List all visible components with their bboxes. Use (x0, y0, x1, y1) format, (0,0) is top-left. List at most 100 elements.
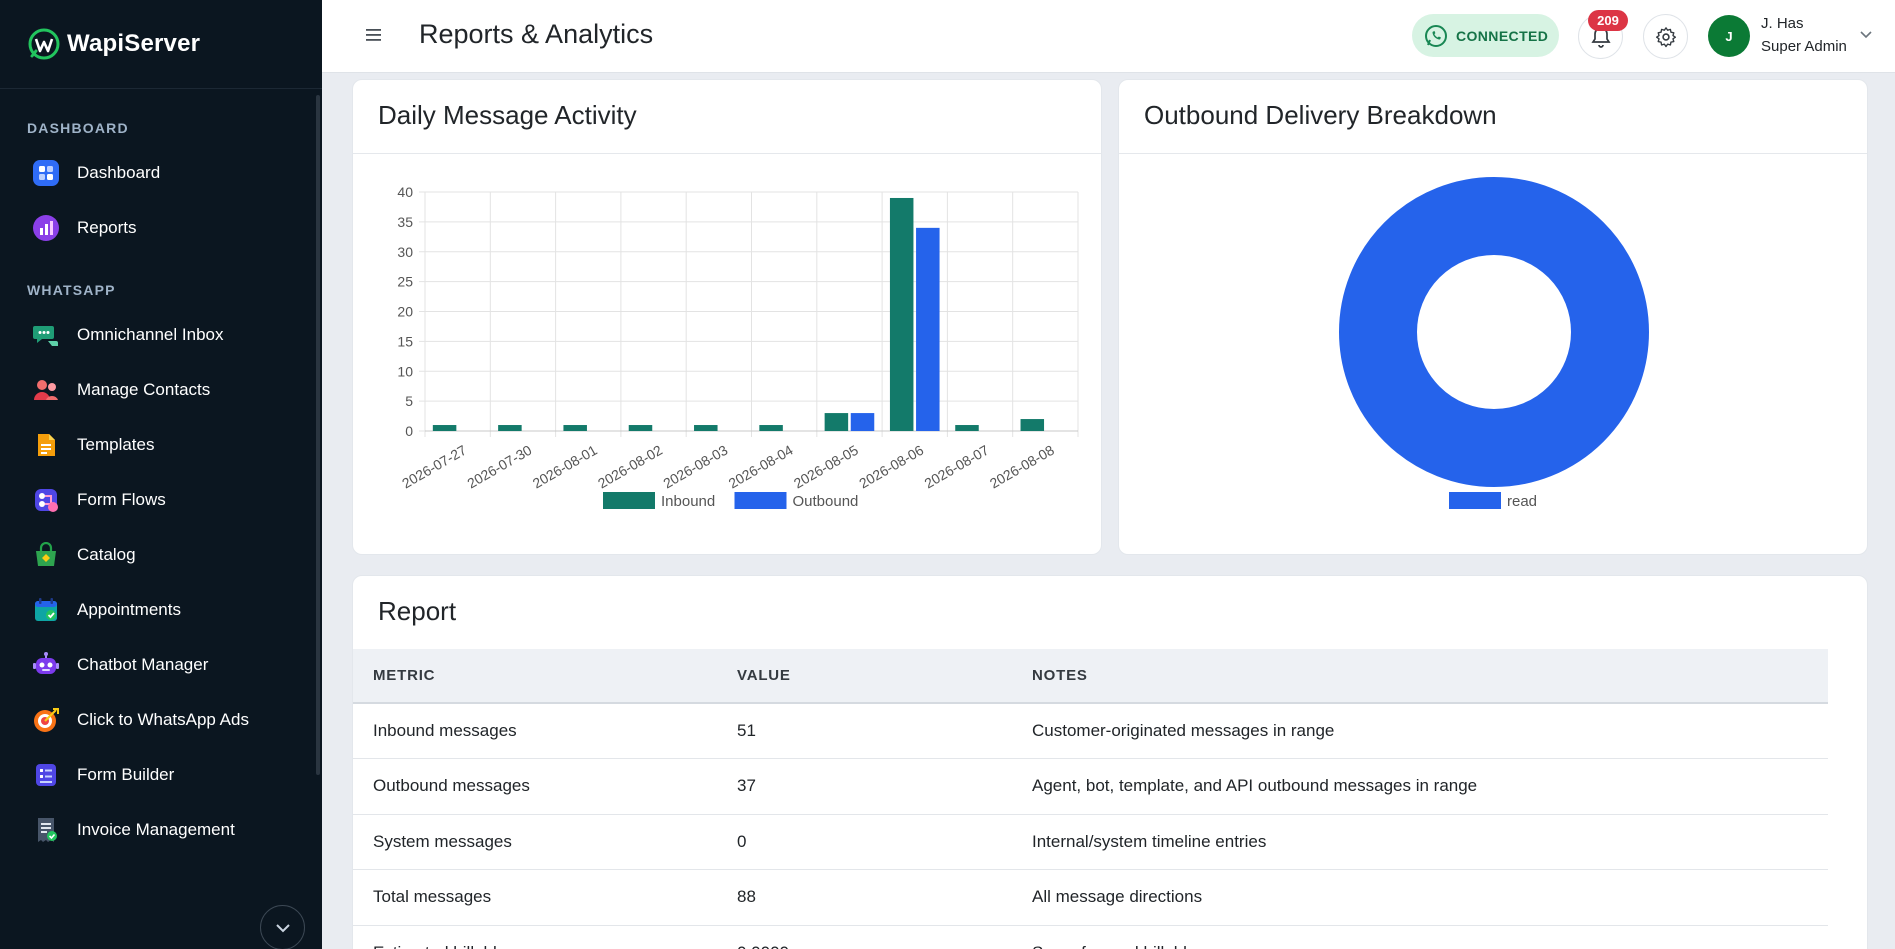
user-role: Super Admin (1761, 38, 1847, 55)
whatsapp-icon (1425, 24, 1447, 47)
value-cell: 88 (737, 869, 1032, 926)
sidebar-item-form-flows[interactable]: Form Flows (18, 477, 308, 523)
x-tick-label: 2026-08-06 (856, 442, 926, 492)
legend-label: Inbound (661, 493, 715, 510)
reports-chart-icon (32, 214, 60, 242)
form-builder-icon (32, 761, 60, 789)
y-tick-label: 5 (405, 393, 413, 409)
sidebar-item-manage-contacts[interactable]: Manage Contacts (18, 367, 308, 413)
report-title: Report (378, 596, 457, 626)
sidebar-item-invoice-management[interactable]: Invoice Management (18, 807, 308, 853)
chevron-down-icon[interactable] (1859, 30, 1873, 40)
metric-cell: Outbound messages (353, 758, 737, 815)
legend-swatch (734, 492, 787, 509)
bar-inbound (955, 425, 979, 431)
x-tick-label: 2026-08-01 (530, 442, 600, 492)
inbox-chat-icon (32, 321, 60, 349)
bar-inbound (694, 425, 718, 431)
y-tick-label: 0 (405, 423, 413, 439)
sidebar-item-templates[interactable]: Templates (18, 422, 308, 468)
sidebar: WapiServer DASHBOARD Dashboard Reports W… (0, 0, 322, 949)
sidebar-item-label: Reports (77, 218, 137, 237)
value-cell: 0 (737, 814, 1032, 870)
x-tick-label: 2026-07-27 (399, 442, 469, 492)
user-name[interactable]: J. Has (1761, 15, 1804, 32)
legend-label: Outbound (793, 493, 859, 510)
sidebar-item-reports[interactable]: Reports (18, 205, 308, 251)
y-tick-label: 25 (397, 274, 413, 290)
sidebar-item-click-to-whatsapp-ads[interactable]: Click to WhatsApp Ads (18, 697, 308, 743)
table-row: Outbound messages 37 Agent, bot, templat… (353, 758, 1828, 815)
table-row: Estimated billable 0.0000 Sum of record … (353, 925, 1828, 949)
bar-inbound (889, 197, 914, 431)
y-tick-label: 30 (397, 244, 413, 260)
connection-status-badge[interactable]: CONNECTED (1412, 14, 1559, 57)
sidebar-item-label: Invoice Management (77, 820, 235, 839)
target-ads-icon (32, 706, 60, 734)
x-tick-label: 2026-08-03 (660, 442, 730, 492)
bar-inbound (1020, 419, 1045, 431)
x-tick-label: 2026-08-05 (791, 442, 861, 492)
daily-activity-bar-chart: 05101520253035402026-07-272026-07-302026… (397, 184, 1079, 510)
value-cell: 37 (737, 758, 1032, 815)
bar-outbound (916, 227, 940, 431)
legend-label: read (1507, 493, 1537, 510)
report-card: Report METRIC VALUE NOTES Inbound messag… (352, 575, 1868, 949)
metric-cell: Total messages (353, 869, 737, 926)
daily-activity-card: Daily Message Activity 0 5 10 15 20 25 30 35 40 2… (352, 79, 1102, 555)
sidebar-item-label: Chatbot Manager (77, 655, 209, 674)
metric-cell: System messages (353, 814, 737, 870)
catalog-bag-icon (32, 541, 60, 569)
legend-swatch (603, 492, 655, 509)
sidebar-item-label: Omnichannel Inbox (77, 325, 224, 344)
metric-cell: Inbound messages (353, 703, 737, 759)
notes-cell: Agent, bot, template, and API outbound m… (1032, 758, 1828, 815)
bar-inbound (628, 425, 653, 431)
x-tick-label: 2026-07-30 (464, 442, 534, 492)
column-header: VALUE (737, 649, 1032, 704)
wapiserver-logo-icon (28, 28, 60, 60)
bar-outbound (850, 413, 875, 431)
column-header: METRIC (353, 649, 737, 704)
sidebar-item-label: Appointments (77, 600, 181, 619)
sidebar-item-form-builder[interactable]: Form Builder (18, 752, 308, 798)
menu-toggle-icon[interactable] (365, 26, 383, 44)
bar-inbound (824, 413, 849, 431)
bar-inbound (563, 425, 587, 431)
table-row: Total messages 88 All message directions (353, 869, 1828, 926)
sidebar-item-chatbot-manager[interactable]: Chatbot Manager (18, 642, 308, 688)
daily-activity-title: Daily Message Activity (378, 100, 637, 130)
sidebar-scroll-down-button[interactable] (260, 905, 305, 949)
column-header: NOTES (1032, 649, 1828, 704)
sidebar-item-catalog[interactable]: Catalog (18, 532, 308, 578)
brand[interactable]: WapiServer (0, 0, 322, 89)
legend-swatch (1449, 492, 1501, 509)
table-row: System messages 0 Internal/system timeli… (353, 814, 1828, 870)
sidebar-item-label: Click to WhatsApp Ads (77, 710, 249, 729)
notes-cell: Customer-originated messages in range (1032, 703, 1828, 759)
sidebar-item-appointments[interactable]: Appointments (18, 587, 308, 633)
sidebar-item-label: Form Flows (77, 490, 166, 509)
sidebar-scrollbar[interactable] (316, 95, 320, 775)
template-document-icon (32, 431, 60, 459)
settings-button[interactable] (1643, 14, 1688, 59)
sidebar-item-label: Manage Contacts (77, 380, 211, 399)
card-divider (353, 153, 1101, 154)
avatar[interactable]: J (1708, 15, 1750, 57)
sidebar-item-label: Templates (77, 435, 155, 454)
delivery-breakdown-card: Outbound Delivery Breakdown read (1118, 79, 1868, 555)
delivery-breakdown-title: Outbound Delivery Breakdown (1144, 100, 1497, 130)
notes-cell: Sum of record billable (1032, 925, 1828, 949)
sidebar-item-omnichannel-inbox[interactable]: Omnichannel Inbox (18, 312, 308, 358)
table-header-row: METRIC VALUE NOTES (353, 649, 1828, 704)
sidebar-item-dashboard[interactable]: Dashboard (18, 150, 308, 196)
bar-inbound (759, 425, 783, 431)
metric-cell: Estimated billable (353, 925, 737, 949)
calendar-icon (32, 596, 60, 624)
report-table: METRIC VALUE NOTES Inbound messages 51 C… (353, 649, 1828, 949)
y-tick-label: 40 (397, 184, 413, 200)
notification-count-badge: 209 (1588, 10, 1628, 31)
section-dashboard: DASHBOARD (27, 120, 129, 136)
robot-icon (32, 651, 60, 679)
donut-slice-read (1339, 177, 1649, 487)
